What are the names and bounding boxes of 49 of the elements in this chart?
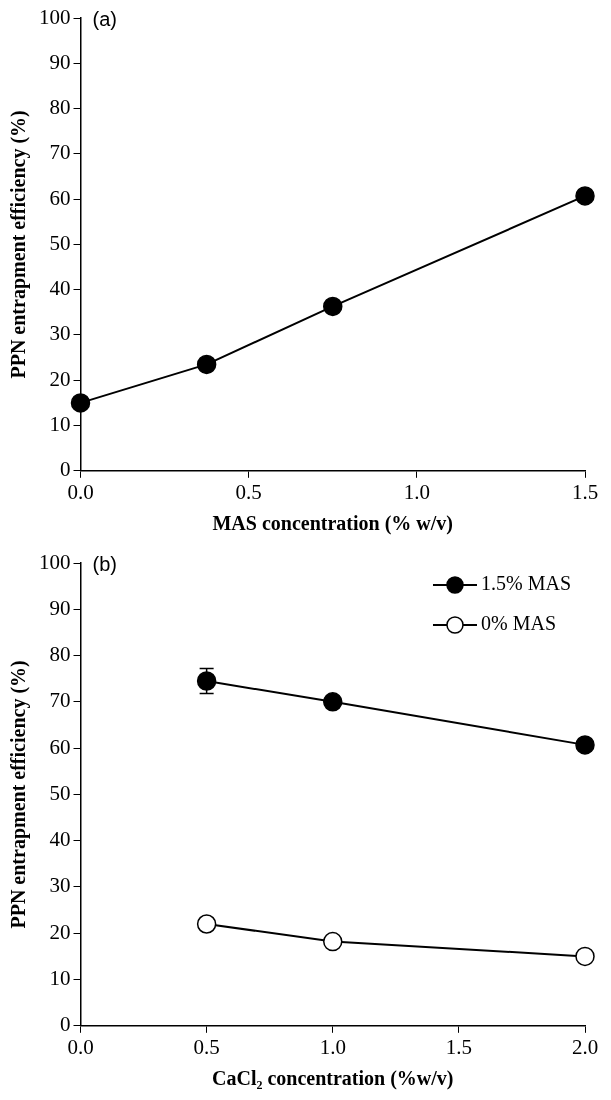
point bbox=[196, 671, 217, 691]
point bbox=[70, 393, 91, 413]
legend-label: 0% MAS bbox=[480, 612, 557, 635]
y-tick-label: 20 bbox=[49, 366, 71, 391]
y-tick-label: 40 bbox=[49, 827, 71, 852]
y-tick-label: 90 bbox=[49, 595, 71, 620]
y-tick-label: 40 bbox=[49, 276, 71, 301]
y-tick-label: 100 bbox=[39, 4, 71, 29]
y-tick-label: 100 bbox=[39, 549, 71, 574]
x-tick-label: 0.5 bbox=[235, 479, 262, 504]
y-tick-label: 50 bbox=[49, 780, 71, 805]
y-tick-label: 80 bbox=[49, 642, 71, 667]
x-tick-label: 0.5 bbox=[193, 1034, 220, 1059]
y-tick-label: 70 bbox=[49, 688, 71, 713]
x-tick-label: 1.5 bbox=[445, 1034, 472, 1059]
y-tick-label: 10 bbox=[49, 412, 71, 437]
y-tick-label: 0 bbox=[60, 457, 71, 482]
x-tick-label: 1.5 bbox=[571, 479, 599, 504]
x-tick-label: 1.0 bbox=[319, 1034, 346, 1059]
y-tick-label: 90 bbox=[49, 49, 71, 74]
x-axis-title: MAS concentration (% w/v) bbox=[212, 512, 454, 536]
y-tick-label: 0 bbox=[60, 1012, 71, 1037]
y-tick-label: 30 bbox=[49, 873, 71, 898]
point bbox=[323, 296, 343, 317]
legend-label: 1.5% MAS bbox=[480, 572, 572, 595]
point bbox=[575, 186, 595, 206]
y-tick-label: 10 bbox=[49, 966, 71, 991]
y-tick-label: 70 bbox=[49, 140, 71, 165]
point bbox=[575, 946, 595, 967]
point bbox=[196, 354, 217, 375]
annotation: (b) bbox=[92, 552, 117, 575]
point bbox=[323, 931, 343, 952]
x-tick-label: 1.0 bbox=[403, 479, 430, 504]
point bbox=[323, 692, 343, 712]
annotation: (a) bbox=[92, 7, 117, 30]
y-tick-label: 80 bbox=[49, 95, 71, 120]
y-tick-label: 20 bbox=[49, 919, 71, 944]
point bbox=[196, 914, 217, 934]
y-tick-label: 50 bbox=[49, 230, 71, 255]
x-tick-label: 2.0 bbox=[571, 1034, 599, 1059]
y-tick-label: 30 bbox=[49, 321, 71, 346]
y-axis-title: PPN entrapment efficiency (%) bbox=[7, 660, 31, 929]
x-tick-label: 0.0 bbox=[67, 1034, 94, 1059]
y-tick-label: 60 bbox=[49, 734, 71, 759]
point bbox=[575, 735, 595, 755]
y-axis-title: PPN entrapment efficiency (%) bbox=[7, 110, 31, 379]
y-tick-label: 60 bbox=[49, 185, 71, 210]
x-axis-title: CaCl₂ concentration (%w/v) bbox=[211, 1067, 454, 1091]
x-tick-label: 0.0 bbox=[67, 479, 94, 504]
